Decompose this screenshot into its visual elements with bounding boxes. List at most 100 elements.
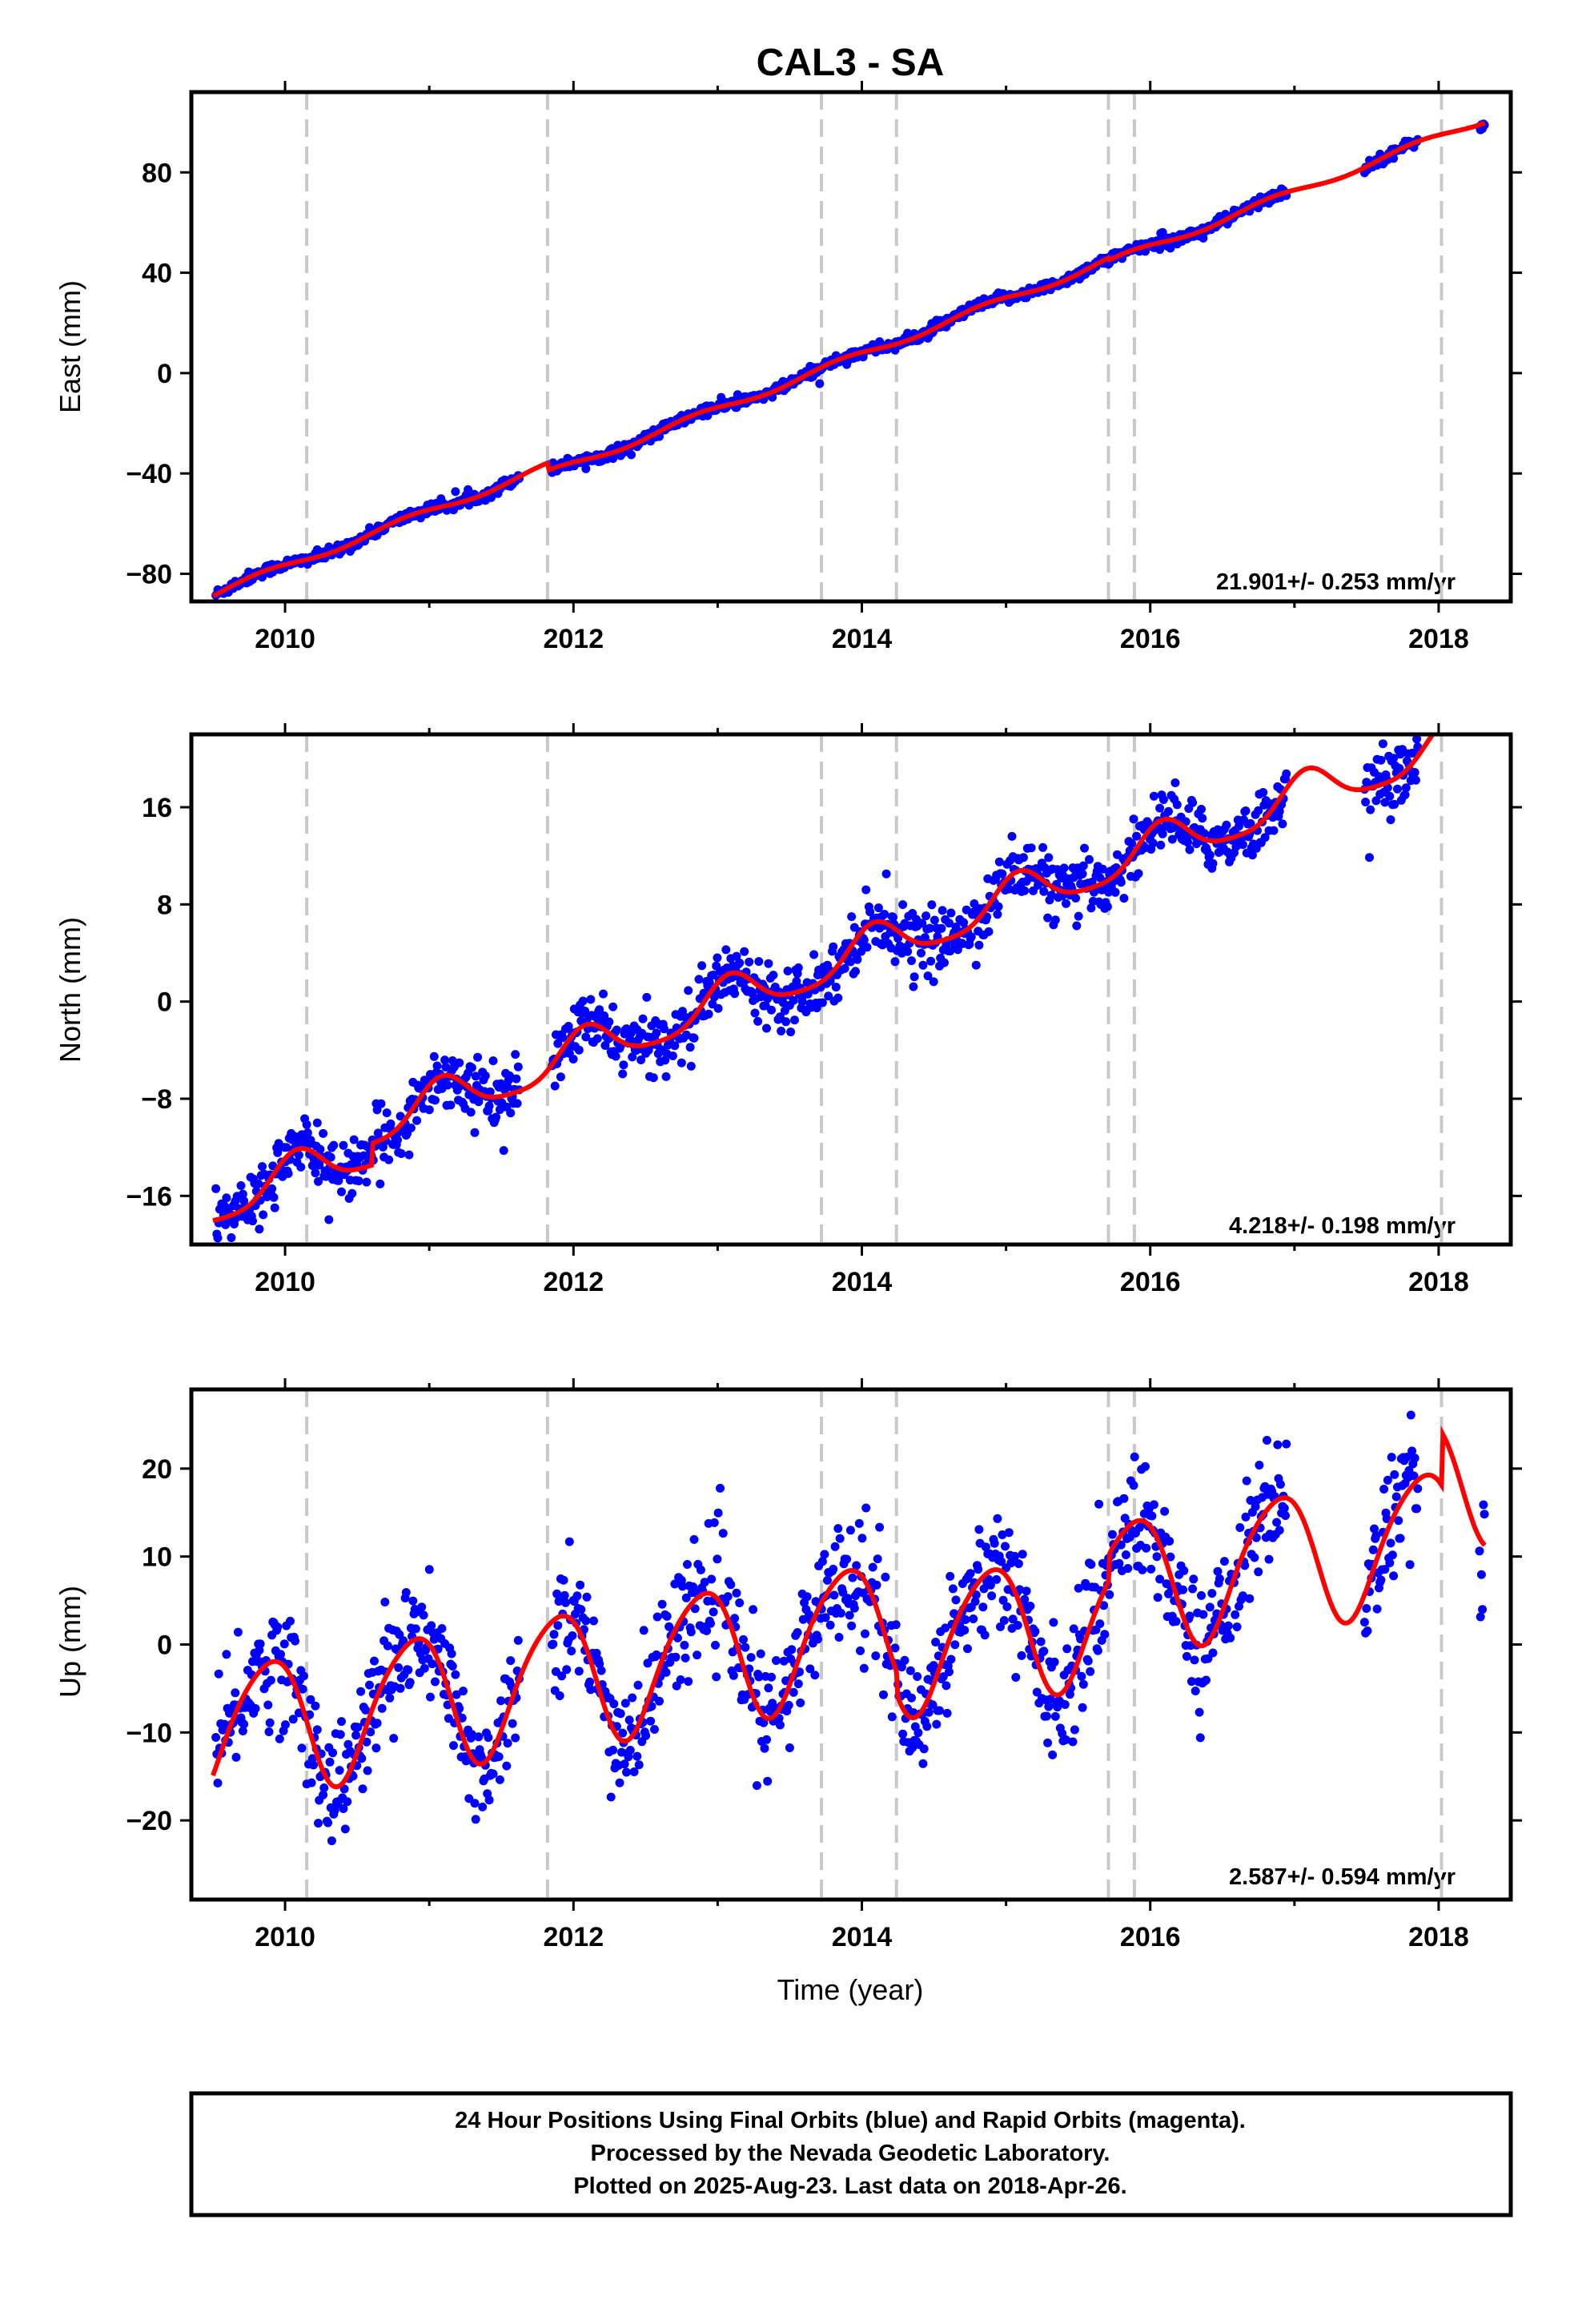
east-plot-area: [211, 92, 1489, 601]
up-data-point: [357, 1754, 367, 1763]
north-data-point: [556, 1072, 565, 1082]
north-data-point: [1043, 913, 1053, 923]
up-data-point: [1195, 1707, 1204, 1717]
up-data-point: [1478, 1605, 1488, 1614]
up-data-point: [1004, 1528, 1014, 1538]
up-data-point: [707, 1574, 717, 1584]
up-data-point: [1178, 1585, 1188, 1594]
up-data-point: [942, 1708, 952, 1718]
east-y-axis-label: East (mm): [54, 280, 86, 413]
up-data-point: [622, 1767, 631, 1777]
north-data-point: [853, 955, 862, 964]
up-data-point: [343, 1797, 352, 1807]
up-data-point: [495, 1775, 504, 1784]
north-data-point: [1071, 894, 1081, 903]
up-data-point: [684, 1677, 693, 1687]
north-data-point: [754, 957, 764, 967]
up-data-point: [325, 1757, 335, 1767]
up-data-point: [789, 1687, 798, 1697]
up-data-point: [448, 1662, 457, 1671]
up-data-point: [618, 1728, 628, 1738]
up-data-point: [255, 1639, 265, 1649]
north-data-point: [386, 1119, 396, 1128]
north-data-point: [211, 1184, 221, 1193]
north-data-point: [1098, 864, 1107, 874]
up-data-point: [1405, 1560, 1415, 1570]
up-data-point: [924, 1707, 934, 1717]
up-data-point: [362, 1737, 371, 1747]
north-data-point: [959, 918, 969, 927]
up-data-point: [768, 1699, 777, 1708]
up-data-point: [615, 1778, 624, 1787]
north-data-point: [994, 902, 1003, 911]
north-data-point: [1400, 790, 1410, 799]
footer-line-2: Processed by the Nevada Geodetic Laborat…: [591, 2141, 1110, 2166]
north-data-point: [1078, 861, 1088, 870]
up-data-point: [859, 1663, 869, 1673]
up-data-point: [661, 1667, 671, 1677]
footer-line-3: Plotted on 2025-Aug-23. Last data on 201…: [573, 2173, 1126, 2199]
up-data-point: [643, 1659, 652, 1668]
north-data-point: [581, 1032, 591, 1042]
north-data-point: [907, 956, 916, 966]
north-data-point: [303, 1128, 312, 1137]
up-data-point: [1006, 1558, 1016, 1568]
up-data-point: [845, 1526, 855, 1535]
up-data-point: [898, 1729, 908, 1739]
up-data-point: [980, 1630, 990, 1640]
north-data-point: [945, 919, 954, 928]
up-data-point: [239, 1719, 249, 1729]
north-data-point: [984, 927, 994, 936]
north-data-point: [236, 1181, 246, 1190]
up-data-point: [309, 1760, 318, 1770]
east-data-point: [627, 450, 636, 460]
up-data-point: [833, 1524, 843, 1534]
north-data-point: [781, 1017, 791, 1027]
up-data-point: [335, 1766, 344, 1775]
north-data-point: [259, 1210, 268, 1220]
north-data-point: [1188, 798, 1198, 807]
north-data-point: [503, 1082, 512, 1092]
up-data-point: [671, 1652, 681, 1662]
east-y-tick-label: 80: [142, 158, 172, 188]
north-data-point: [1380, 798, 1390, 807]
up-data-point: [1069, 1624, 1078, 1634]
north-data-point: [1371, 796, 1381, 806]
east-x-tick-label: 2016: [1120, 624, 1181, 654]
up-data-point: [793, 1679, 803, 1689]
up-data-point: [1476, 1570, 1486, 1579]
up-data-point: [1093, 1646, 1102, 1655]
north-data-point: [1366, 805, 1375, 814]
up-data-point: [437, 1624, 447, 1633]
north-y-axis-label: North (mm): [54, 917, 86, 1063]
north-data-point: [466, 1108, 476, 1117]
north-data-point: [432, 1061, 442, 1071]
north-data-point: [1172, 800, 1182, 810]
up-data-point: [706, 1618, 715, 1628]
up-data-point: [1155, 1574, 1165, 1584]
up-data-point: [405, 1678, 415, 1687]
north-data-point: [709, 971, 718, 979]
up-data-point: [1191, 1687, 1200, 1695]
up-data-point: [1105, 1590, 1114, 1599]
up-data-point: [1129, 1481, 1138, 1490]
up-data-point: [951, 1595, 961, 1605]
up-y-tick-label: −20: [126, 1806, 172, 1836]
north-data-point: [1393, 784, 1402, 794]
up-data-point: [922, 1722, 932, 1731]
up-data-point: [1272, 1518, 1282, 1527]
north-fit-line: [212, 734, 1436, 1224]
up-data-point: [1165, 1537, 1174, 1546]
north-data-point: [382, 1108, 391, 1118]
north-data-point: [1259, 788, 1268, 797]
up-data-point: [857, 1534, 867, 1543]
up-data-point: [1376, 1575, 1386, 1585]
north-data-point: [927, 900, 937, 910]
up-data-point: [730, 1614, 740, 1623]
north-points: [211, 734, 1423, 1243]
north-data-point: [1208, 858, 1218, 868]
up-data-point: [574, 1667, 584, 1676]
footer-line-1: 24 Hour Positions Using Final Orbits (bl…: [455, 2108, 1246, 2133]
up-data-point: [767, 1672, 776, 1682]
